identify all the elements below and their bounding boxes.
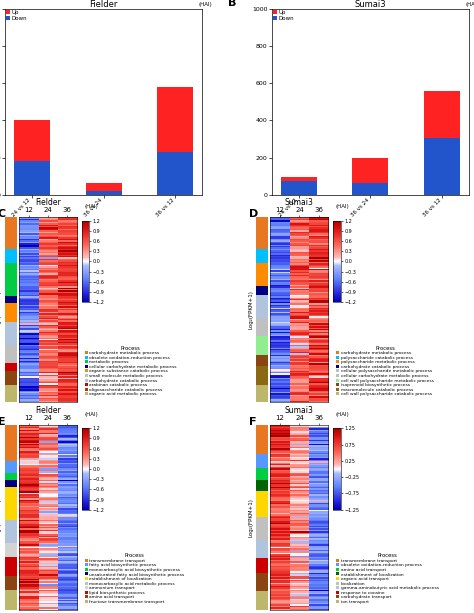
Legend: carbohydrate metabolic process, polysaccharide catabolic process, polysaccharide: carbohydrate metabolic process, polysacc… <box>337 346 434 397</box>
Legend: Up, Down: Up, Down <box>5 10 28 21</box>
Text: E: E <box>0 417 6 427</box>
Text: F: F <box>249 417 257 427</box>
Text: (HAI): (HAI) <box>336 412 349 417</box>
Text: (HAI): (HAI) <box>465 2 474 7</box>
Bar <box>353 158 388 194</box>
Bar <box>157 152 193 194</box>
Bar <box>424 138 460 194</box>
Text: B: B <box>228 0 237 8</box>
Y-axis label: Log₂(FPKM+1): Log₂(FPKM+1) <box>248 498 254 536</box>
Title: Fielder: Fielder <box>90 0 118 9</box>
Text: C: C <box>0 210 6 219</box>
Bar <box>86 183 121 194</box>
Title: Sumai3: Sumai3 <box>355 0 386 9</box>
Title: Fielder: Fielder <box>35 406 61 415</box>
Y-axis label: Log₂(FPKM+1): Log₂(FPKM+1) <box>248 290 254 329</box>
Bar <box>424 91 460 194</box>
Text: (HAI): (HAI) <box>84 205 98 210</box>
Bar <box>281 177 317 194</box>
Title: Fielder: Fielder <box>35 198 61 207</box>
Text: (HAI): (HAI) <box>84 412 98 417</box>
Title: Sumai3: Sumai3 <box>285 406 314 415</box>
Bar <box>281 181 317 194</box>
Legend: transmembrane transport, fatty acid biosynthetic process, monocarboxylic acid bi: transmembrane transport, fatty acid bios… <box>85 553 184 604</box>
Bar <box>14 120 50 194</box>
Text: D: D <box>249 210 259 219</box>
Bar <box>353 183 388 194</box>
Text: (HAI): (HAI) <box>199 2 212 7</box>
Title: Sumai3: Sumai3 <box>285 198 314 207</box>
Y-axis label: Log₂(FPKM+1): Log₂(FPKM+1) <box>0 290 2 329</box>
Text: (HAI): (HAI) <box>336 205 349 210</box>
Legend: carbohydrate metabolic process, obsolete oxidation-reduction process, metabolic : carbohydrate metabolic process, obsolete… <box>85 346 177 397</box>
Bar <box>157 87 193 194</box>
Y-axis label: Log₂(FPKM+1): Log₂(FPKM+1) <box>0 498 2 536</box>
Legend: Up, Down: Up, Down <box>272 10 295 21</box>
Legend: transmembrane transport, obsolete oxidation-reduction process, amino acid transp: transmembrane transport, obsolete oxidat… <box>337 553 439 604</box>
Bar <box>86 191 121 194</box>
Bar <box>14 161 50 194</box>
